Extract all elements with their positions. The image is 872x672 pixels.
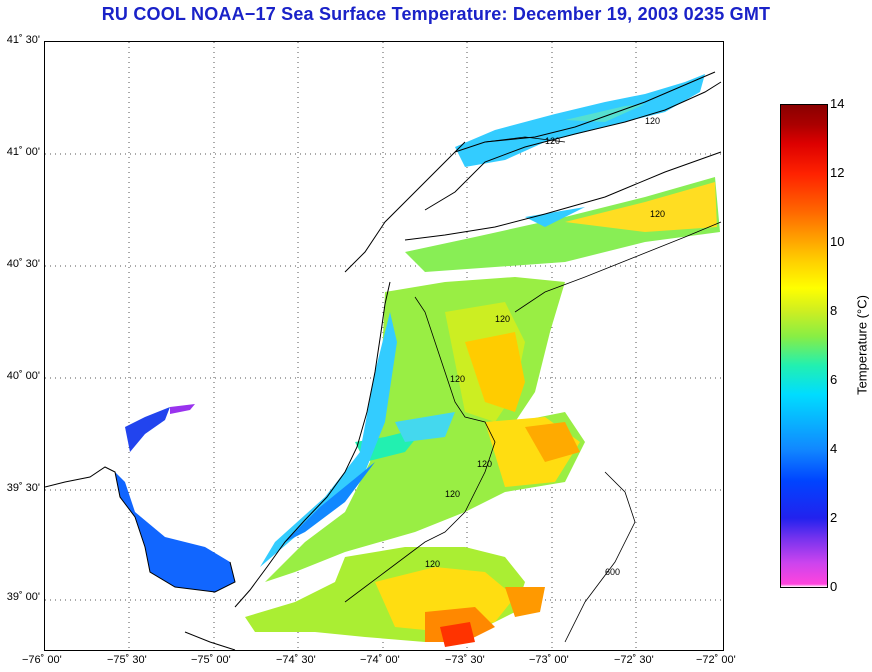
map-title: RU COOL NOAA−17 Sea Surface Temperature:… [101,4,771,24]
sst-field [115,74,720,647]
lat-label-40-30: 40˚ 30' [6,258,40,270]
isobath-label: 600 [605,567,620,577]
temperature-colorbar [780,104,828,588]
isobath-label: 120 [477,459,492,469]
lat-label-39-30: 39˚ 30' [6,482,40,494]
isobath-label: 120 [545,136,560,146]
colorbar-tick-0: 0 [830,579,838,594]
isobath-labels: 120 120 120 120 120 120 120 120 600 [425,116,665,577]
colorbar-tick-2: 2 [830,510,838,525]
sst-map-canvas: 120 120 120 120 120 120 120 120 600 [44,42,723,651]
isobath-label: 120 [645,116,660,126]
coastline [44,71,722,651]
lon-label-72-00: −72˚ 00' [696,654,736,666]
colorbar-tick-10: 10 [830,234,845,249]
lon-label-76-00: −76˚ 00' [22,654,62,666]
lat-label-39-00: 39˚ 00' [6,591,40,603]
isobaths [344,136,722,643]
lat-label-41-30: 41˚ 30' [6,34,40,46]
colorbar-tick-12: 12 [830,165,845,180]
colorbar-tick-6: 6 [830,372,838,387]
lon-label-73-30: −73˚ 30' [445,654,485,666]
isobath-label: 120 [425,559,440,569]
sst-map: 120 120 120 120 120 120 120 120 600 [44,41,724,651]
colorbar-label: Temperature (°C) [854,295,870,395]
colorbar-tick-4: 4 [830,441,838,456]
lat-label-41-00: 41˚ 00' [6,146,40,158]
lon-label-72-30: −72˚ 30' [614,654,654,666]
lon-label-75-30: −75˚ 30' [107,654,147,666]
isobath-label: 120 [495,314,510,324]
lon-label-74-00: −74˚ 00' [360,654,400,666]
isobath-label: 120 [450,374,465,384]
isobath-label: 120 [445,489,460,499]
lat-label-40-00: 40˚ 00' [6,370,40,382]
lon-label-74-30: −74˚ 30' [276,654,316,666]
isobath-label: 120 [650,209,665,219]
colorbar-tick-8: 8 [830,303,838,318]
graticule [45,42,723,650]
lon-label-75-00: −75˚ 00' [191,654,231,666]
lon-label-73-00: −73˚ 00' [529,654,569,666]
colorbar-tick-14: 14 [830,96,845,111]
